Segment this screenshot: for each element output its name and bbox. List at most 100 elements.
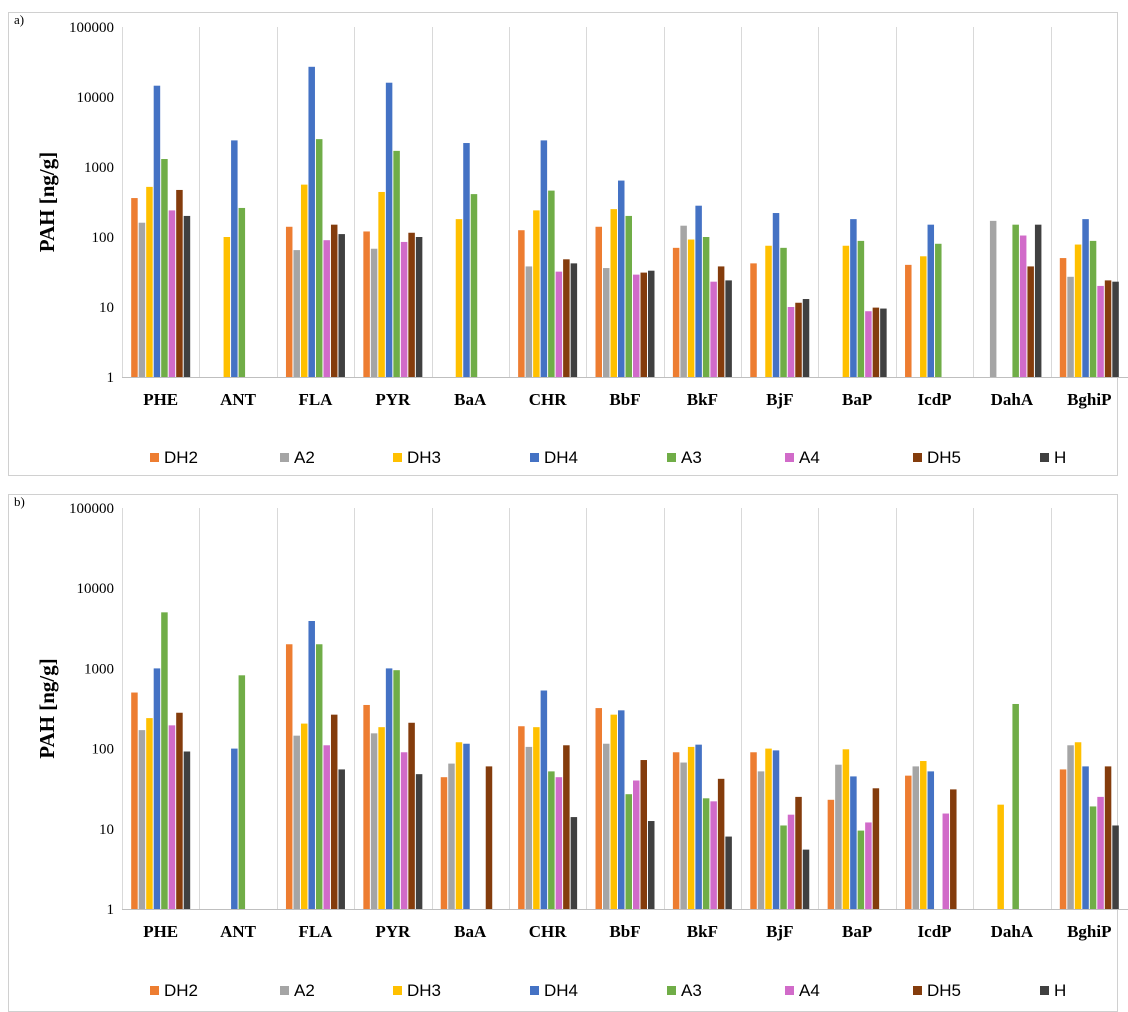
- y-tick-label: 10000: [77, 581, 115, 597]
- bar-DH2-BjF: [750, 752, 757, 909]
- bar-A4-BkF: [710, 281, 717, 377]
- y-tick-label: 1000: [84, 661, 114, 677]
- legend-swatch: [785, 986, 794, 995]
- y-axis-label: PAH [ng/g]: [35, 658, 59, 759]
- panel-label: b): [14, 494, 25, 509]
- x-tick-label: BaP: [842, 390, 872, 409]
- bar-A2-BaP: [835, 764, 842, 909]
- x-tick-label: PHE: [143, 390, 178, 409]
- x-tick-label: PYR: [375, 390, 411, 409]
- bar-DH5-BghiP: [1104, 280, 1112, 377]
- y-tick-label: 10000: [77, 90, 115, 106]
- bar-H-BkF: [725, 280, 732, 377]
- chart-frame: [8, 12, 1118, 476]
- y-tick-label: 100000: [69, 20, 114, 36]
- bar-DH2-CHR: [518, 726, 525, 909]
- legend-swatch: [1040, 986, 1049, 995]
- bar-DH5-BaP: [872, 307, 880, 377]
- legend-swatch: [667, 453, 676, 462]
- y-tick-label: 100: [92, 742, 115, 758]
- x-tick-label: BghiP: [1067, 922, 1111, 941]
- y-tick-label: 100000: [69, 501, 114, 517]
- bar-DH2-FLA: [285, 644, 293, 909]
- bar-DH4-ANT: [231, 748, 238, 909]
- bar-DH5-BkF: [717, 778, 725, 909]
- bar-A2-FLA: [293, 735, 300, 909]
- bar-A2-BbF: [603, 268, 610, 377]
- bar-DH2-PHE: [131, 692, 138, 909]
- bar-DH5-PHE: [176, 189, 183, 377]
- bar-A4-BbF: [633, 274, 640, 377]
- bar-DH4-PYR: [385, 82, 393, 378]
- bar-DH3-BkF: [687, 239, 695, 377]
- legend-label: A3: [681, 981, 702, 1000]
- bar-DH3-DahA: [997, 804, 1004, 909]
- bar-DH5-BjF: [795, 302, 802, 377]
- bar-DH2-FLA: [285, 226, 293, 377]
- bar-A4-PYR: [400, 241, 408, 377]
- x-tick-label: BkF: [687, 390, 718, 409]
- bar-A4-PHE: [168, 725, 176, 909]
- bar-DH3-PHE: [146, 718, 153, 909]
- bar-H-CHR: [570, 817, 578, 909]
- x-tick-label: BjF: [766, 922, 793, 941]
- bar-A3-PYR: [393, 150, 400, 377]
- legend-label: A3: [681, 448, 702, 467]
- bar-DH4-PYR: [385, 668, 393, 909]
- bar-A3-PHE: [161, 612, 168, 909]
- bar-DH4-CHR: [540, 690, 548, 909]
- bar-DH2-BjF: [750, 263, 757, 377]
- y-tick-label: 1: [107, 902, 115, 918]
- bar-H-PHE: [183, 215, 191, 377]
- legend-label: H: [1054, 448, 1066, 467]
- x-tick-label: BghiP: [1067, 390, 1111, 409]
- bar-A3-PHE: [161, 159, 168, 377]
- bar-H-BaP: [880, 308, 887, 377]
- bar-DH3-BbF: [610, 209, 617, 377]
- bar-DH4-PHE: [153, 668, 161, 909]
- legend-swatch: [280, 453, 289, 462]
- bar-A2-BkF: [680, 225, 687, 377]
- y-axis-label: PAH [ng/g]: [35, 152, 59, 253]
- bar-DH5-BjF: [795, 796, 802, 909]
- bar-DH4-BaA: [463, 743, 470, 909]
- bar-DH3-IcdP: [920, 256, 927, 377]
- bar-A4-BghiP: [1097, 285, 1104, 377]
- legend-label: A2: [294, 448, 315, 467]
- bar-DH5-BbF: [640, 272, 647, 377]
- bar-A3-BkF: [702, 798, 710, 909]
- bar-A3-ANT: [238, 207, 246, 377]
- bar-DH4-IcdP: [927, 224, 935, 377]
- bar-DH3-BaP: [842, 245, 850, 377]
- x-tick-label: BaA: [454, 922, 487, 941]
- bar-DH4-BjF: [772, 213, 780, 377]
- bar-A3-FLA: [315, 644, 323, 909]
- bar-H-FLA: [338, 234, 345, 377]
- bar-DH3-PYR: [378, 727, 385, 909]
- bar-A4-CHR: [555, 271, 563, 377]
- y-tick-label: 1000: [84, 160, 114, 176]
- bar-DH3-BjF: [765, 245, 772, 377]
- bar-H-BbF: [648, 270, 655, 377]
- bar-H-PHE: [183, 751, 191, 909]
- bar-DH2-CHR: [518, 230, 525, 377]
- legend-label: DH3: [407, 981, 441, 1000]
- bar-A3-CHR: [548, 190, 555, 377]
- bar-A3-BbF: [625, 794, 632, 909]
- legend: DH2 A2 DH3 DH4 A3 A4 DH5 H: [150, 981, 1066, 1000]
- bar-DH3-BjF: [765, 748, 772, 909]
- bar-A4-BbF: [633, 780, 640, 909]
- bar-DH5-PHE: [176, 712, 183, 909]
- x-tick-label: ANT: [220, 922, 257, 941]
- bar-A3-IcdP: [935, 243, 942, 377]
- bar-DH4-BkF: [695, 205, 702, 377]
- legend-swatch: [280, 986, 289, 995]
- bar-A4-BkF: [710, 801, 717, 909]
- bar-DH2-PYR: [363, 704, 370, 909]
- bar-A2-BghiP: [1067, 276, 1074, 377]
- bar-A3-FLA: [315, 139, 323, 377]
- bar-A2-CHR: [525, 266, 533, 377]
- bar-H-BjF: [802, 299, 810, 377]
- bar-DH5-BaP: [872, 788, 880, 909]
- y-tick-label: 1: [107, 370, 115, 386]
